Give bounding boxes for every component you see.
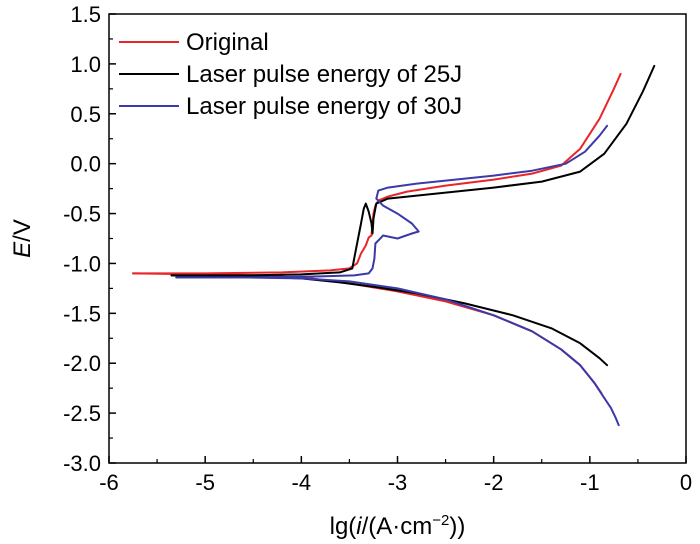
x-axis-title: lg(i/(A·cm−2))	[330, 512, 466, 540]
y-tick-label: 1.5	[70, 2, 101, 27]
y-tick-label: 1.0	[70, 52, 101, 77]
y-axis-ticks: -3.0 -2.5 -2.0 -1.5 -1.0 -0.5 0.0 0.5 1.0 1.5	[63, 2, 116, 476]
x-axis-ticks: -6 -5 -4 -3 -2 -1 0	[99, 456, 692, 495]
legend-label: Original	[186, 29, 269, 56]
y-axis-title-italic: E	[9, 241, 36, 258]
y-axis-title-rest: /V	[9, 219, 36, 242]
y-tick-label: -1.5	[63, 301, 101, 326]
x-tick-label: 0	[680, 470, 692, 495]
y-tick-label: -2.0	[63, 351, 101, 376]
x-axis-title-prefix: lg(	[330, 513, 357, 540]
y-tick-label: -1.0	[63, 251, 101, 276]
anodic-branch-laser-pulse-energy-of-30j	[175, 124, 609, 279]
cathodic-branch-laser-pulse-energy-of-30j	[175, 276, 620, 427]
x-axis-title-mid: /(A·cm	[362, 513, 433, 540]
cathodic-branch-original	[132, 272, 603, 395]
cathodic-branch-laser-pulse-energy-of-25j	[170, 274, 609, 367]
x-tick-label: -5	[195, 470, 215, 495]
y-tick-label: -3.0	[63, 451, 101, 476]
y-tick-label: -2.5	[63, 401, 101, 426]
x-tick-label: -6	[99, 470, 119, 495]
y-tick-label: 0.5	[70, 102, 101, 127]
y-tick-label: -0.5	[63, 202, 101, 227]
x-tick-label: -4	[292, 470, 312, 495]
x-axis-title-sup: −2	[432, 512, 449, 529]
anodic-branch-laser-pulse-energy-of-25j	[170, 64, 656, 277]
x-axis-title-suffix: ))	[449, 513, 465, 540]
x-tick-label: -2	[484, 470, 504, 495]
x-tick-label: -3	[388, 470, 408, 495]
series-lines	[132, 64, 656, 427]
legend: Original Laser pulse energy of 25J Laser p…	[119, 29, 462, 120]
legend-label: Laser pulse energy of 25J	[186, 61, 462, 88]
y-axis-title: E/V	[9, 219, 36, 258]
x-tick-label: -1	[580, 470, 600, 495]
legend-label: Laser pulse energy of 30J	[186, 93, 462, 120]
y-tick-label: 0.0	[70, 152, 101, 177]
x-axis-title-italic: i	[356, 513, 362, 540]
